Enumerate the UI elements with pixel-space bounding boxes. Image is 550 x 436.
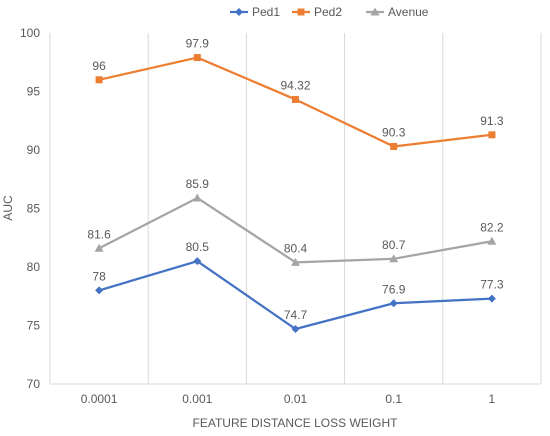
- x-tick-label: 0.1: [385, 392, 402, 406]
- data-point-diamond: [291, 325, 300, 334]
- data-label: 77.3: [480, 278, 504, 292]
- data-point-diamond: [487, 294, 496, 303]
- data-point-square: [95, 76, 103, 84]
- legend-item-ped2: Ped2: [292, 5, 342, 19]
- data-label: 90.3: [382, 125, 406, 139]
- data-point-diamond: [235, 8, 243, 16]
- data-label: 94.32: [280, 78, 310, 92]
- y-tick-label: 80: [27, 260, 41, 274]
- axes-layer: 70 75 80 85 90 95 100 0.0001 0.001 0.01 0.1 1: [20, 26, 541, 406]
- series-avenue: [94, 193, 497, 266]
- y-tick-label: 95: [27, 85, 41, 99]
- legend-label: Avenue: [388, 5, 429, 19]
- data-point-triangle: [192, 193, 202, 202]
- data-point-triangle: [370, 7, 380, 16]
- data-point-diamond: [389, 299, 398, 308]
- data-label: 97.9: [186, 37, 210, 51]
- legend-item-ped1: Ped1: [230, 5, 280, 19]
- y-tick-label: 85: [27, 202, 41, 216]
- data-point-square: [297, 8, 305, 16]
- data-point-triangle: [487, 236, 497, 245]
- data-label: 80.7: [382, 238, 406, 252]
- y-tick-label: 90: [27, 143, 41, 157]
- data-point-square: [488, 131, 496, 139]
- legend-label: Ped1: [252, 5, 280, 19]
- series-ped2: [95, 54, 496, 150]
- data-label: 76.9: [382, 282, 406, 296]
- data-label: 78: [92, 269, 106, 283]
- data-labels-layer: 78 80.5 74.7 76.9 77.3 96 97.9 94.32 90.3 91.3 81.…: [87, 37, 503, 322]
- y-tick-label: 70: [27, 377, 41, 391]
- grid-layer: [49, 33, 542, 384]
- data-point-triangle: [389, 254, 399, 263]
- data-label: 91.3: [480, 114, 504, 128]
- data-point-triangle: [94, 243, 104, 252]
- series-layer: [94, 54, 497, 334]
- data-point-square: [193, 54, 201, 62]
- data-label: 80.5: [186, 240, 210, 254]
- data-point-diamond: [95, 286, 104, 295]
- y-tick-label: 75: [27, 319, 41, 333]
- y-axis-title: AUC: [1, 195, 15, 221]
- data-label: 82.2: [480, 220, 504, 234]
- x-tick-label: 1: [489, 392, 496, 406]
- data-point-square: [292, 95, 299, 103]
- y-tick-label: 100: [20, 26, 40, 40]
- legend-item-avenue: Avenue: [366, 5, 429, 19]
- x-tick-label: 0.001: [182, 392, 212, 406]
- data-label: 74.7: [284, 308, 308, 322]
- x-tick-label: 0.01: [284, 392, 308, 406]
- series-ped1: [95, 257, 496, 334]
- data-label: 85.9: [186, 177, 210, 191]
- legend: Ped1 Ped2 Avenue: [230, 5, 429, 19]
- data-label: 96: [92, 59, 106, 73]
- legend-label: Ped2: [314, 5, 342, 19]
- x-tick-label: 0.0001: [81, 392, 118, 406]
- data-label: 80.4: [284, 241, 308, 255]
- data-point-triangle: [291, 257, 300, 266]
- data-point-diamond: [193, 257, 202, 266]
- data-point-square: [390, 142, 398, 150]
- x-axis-title: FEATURE DISTANCE LOSS WEIGHT: [193, 416, 399, 430]
- data-label: 81.6: [87, 227, 111, 241]
